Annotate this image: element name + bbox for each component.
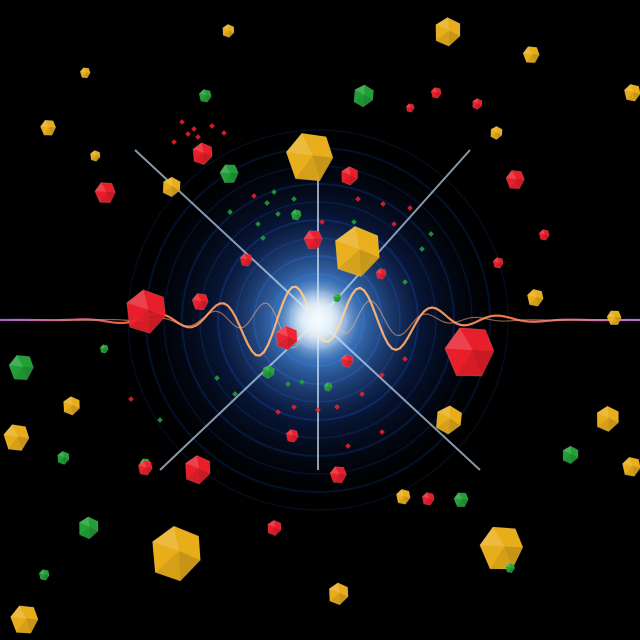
artwork-canvas <box>0 0 640 640</box>
abstract-scene <box>0 0 640 640</box>
